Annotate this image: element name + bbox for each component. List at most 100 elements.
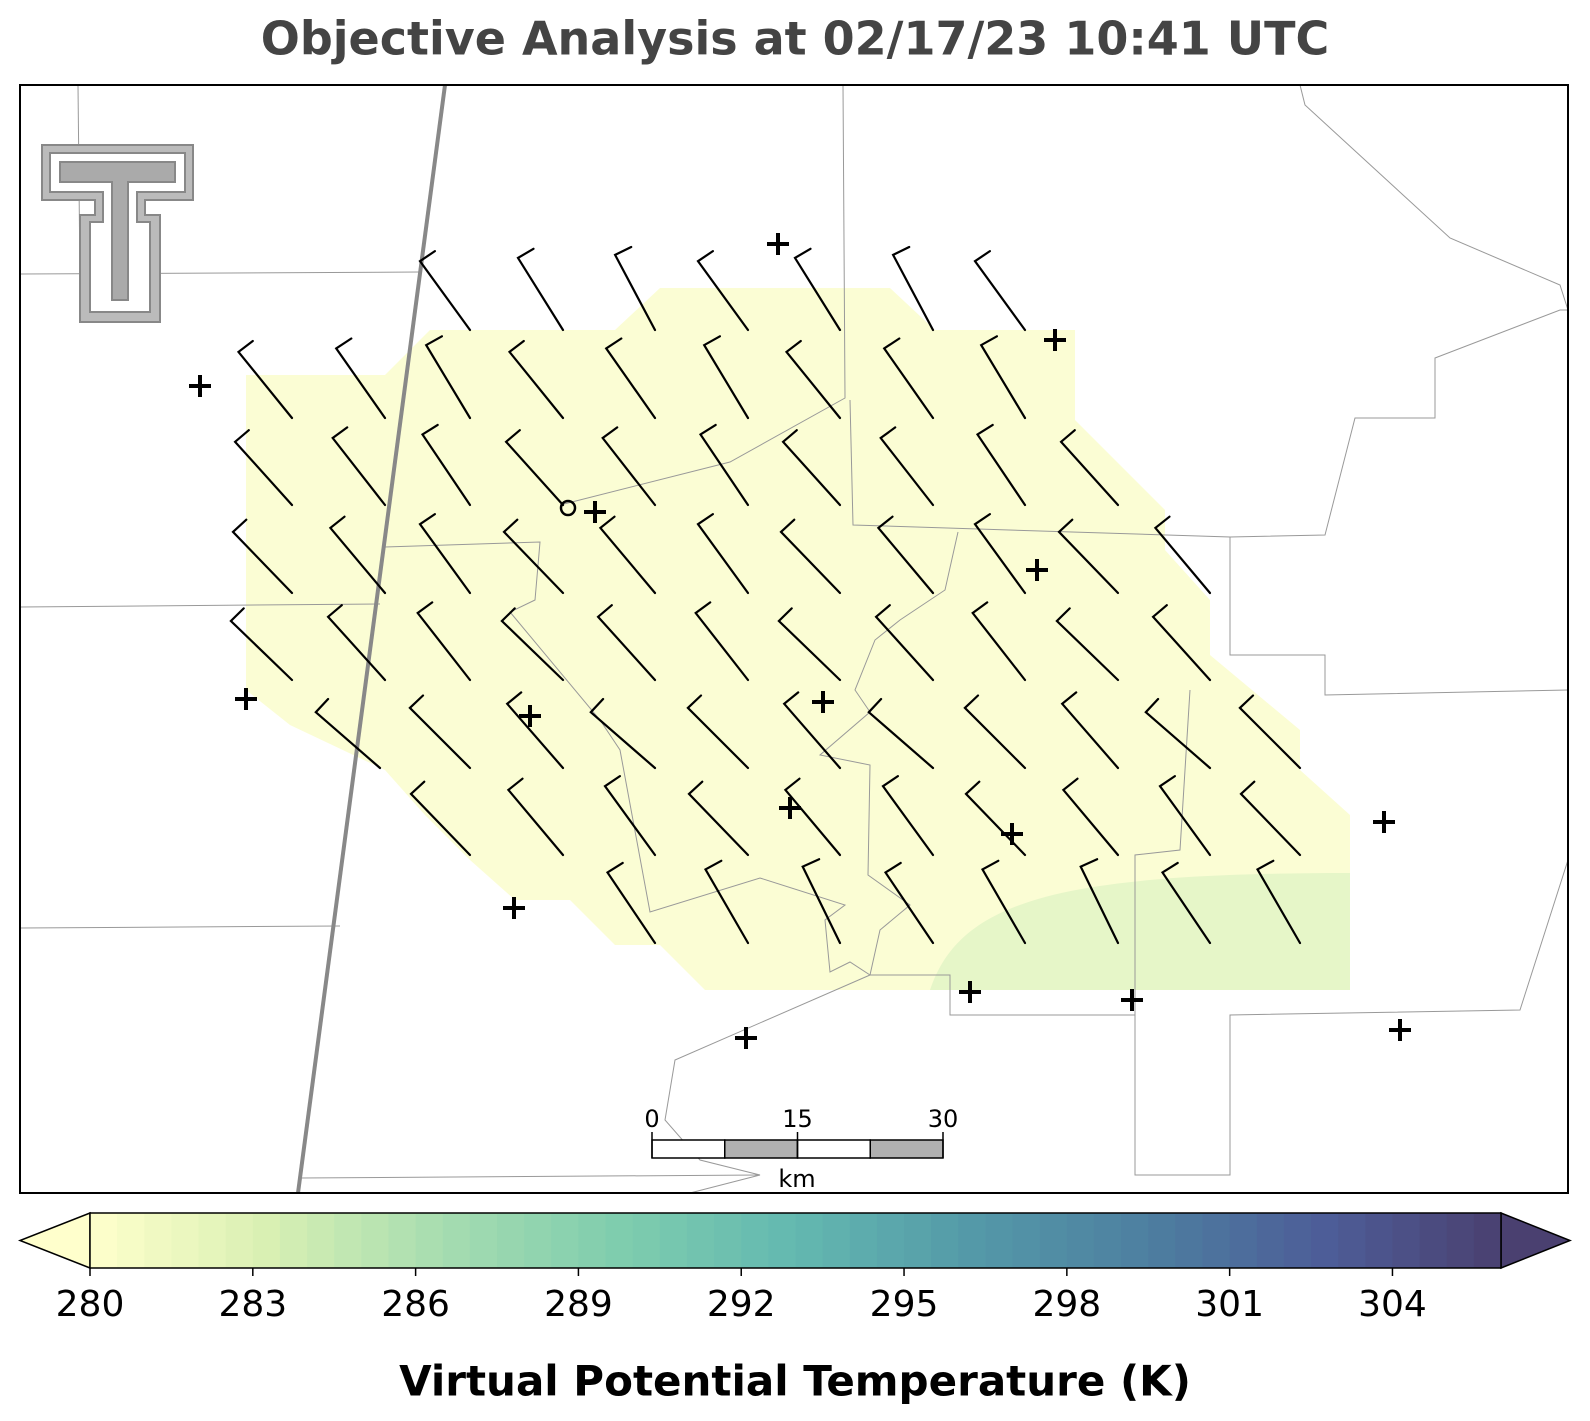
- wind-barb: [229, 607, 294, 682]
- wind-barb: [409, 780, 472, 857]
- station: [959, 981, 981, 1003]
- station: [1389, 1019, 1411, 1041]
- wind-barb: [604, 337, 657, 420]
- colorbar-tick-label: 283: [218, 1284, 287, 1325]
- wind-barb: [801, 858, 842, 945]
- colorbar-tick-label: 289: [544, 1284, 613, 1325]
- wind-barb: [1153, 515, 1212, 595]
- colorbar-cell: [497, 1213, 525, 1268]
- wind-barb: [881, 775, 935, 857]
- colorbar-tick-label: 292: [707, 1284, 776, 1325]
- wind-barb: [971, 601, 1027, 682]
- station: [503, 897, 525, 919]
- wind-barb: [408, 694, 472, 770]
- colorbar-cell: [1283, 1213, 1312, 1268]
- station: [1001, 823, 1023, 845]
- station: [1121, 989, 1143, 1011]
- wind-barb: [506, 777, 565, 857]
- wind-barb: [331, 426, 387, 507]
- station: [779, 797, 801, 819]
- wind-barb: [1255, 859, 1302, 945]
- wind-barb: [314, 697, 382, 770]
- scale-segment: [869, 1139, 944, 1159]
- colorbar-cell: [605, 1213, 634, 1268]
- station: [235, 688, 257, 710]
- colorbar-cell: [469, 1213, 498, 1268]
- wind-barb: [694, 601, 750, 682]
- colorbar-cell: [198, 1213, 227, 1268]
- chart-title: Objective Analysis at 02/17/23 10:41 UTC: [261, 12, 1330, 66]
- colorbar-cell: [741, 1213, 769, 1268]
- colorbar-tick-label: 301: [1195, 1284, 1264, 1325]
- colorbar-cell: [1311, 1213, 1339, 1268]
- colorbar-cell: [1446, 1213, 1475, 1268]
- colorbar-cell: [904, 1213, 932, 1268]
- wind-barb: [1057, 518, 1120, 595]
- colorbar-cell: [225, 1213, 254, 1268]
- colorbar-cell: [307, 1213, 335, 1268]
- map-frame: [19, 84, 1569, 1194]
- colorbar-cell: [1256, 1213, 1285, 1268]
- colorbar-cell: [279, 1213, 308, 1268]
- wind-barb: [980, 859, 1027, 945]
- wind-barb: [702, 335, 750, 420]
- wind-barb: [973, 250, 1027, 332]
- wind-barb: [1079, 858, 1120, 945]
- wind-barb: [1144, 697, 1212, 770]
- station: [584, 501, 606, 523]
- wind-barb: [686, 694, 750, 770]
- wind-barb: [507, 339, 565, 420]
- colorbar-cell: [117, 1213, 145, 1268]
- colorbar-cell: [551, 1213, 579, 1268]
- wind-barb: [687, 780, 750, 857]
- wind-barb: [1060, 691, 1120, 770]
- wind-barb: [605, 861, 657, 945]
- colorbar-cell: [1419, 1213, 1448, 1268]
- scale-segment: [651, 1139, 726, 1159]
- scale-unit: km: [778, 1165, 815, 1193]
- wind-barb: [784, 339, 842, 420]
- wind-barb: [879, 426, 935, 507]
- scale-tick-label: 0: [644, 1105, 659, 1133]
- scale-bar: km 0 15 30: [644, 1105, 958, 1193]
- colorbar-cell: [1012, 1213, 1041, 1268]
- wind-barb: [874, 604, 935, 682]
- wind-barb: [424, 335, 472, 420]
- wind-barb: [596, 604, 657, 682]
- colorbar-label: Virtual Potential Temperature (K): [399, 1357, 1191, 1406]
- wind-barb: [613, 245, 657, 332]
- colorbar-cell: [822, 1213, 851, 1268]
- colorbar-cell: [1473, 1213, 1502, 1268]
- colorbar-cell: [876, 1213, 905, 1268]
- station: [735, 1027, 757, 1049]
- colorbar-cell: [1121, 1213, 1149, 1268]
- wind-barb: [236, 339, 294, 420]
- wind-barb: [781, 429, 842, 507]
- wind-barb: [777, 607, 842, 682]
- colorbar-tick-label: 280: [56, 1284, 125, 1325]
- scale-tick-label: 30: [928, 1105, 959, 1133]
- station: [812, 691, 834, 713]
- colorbar-cell: [1093, 1213, 1122, 1268]
- wind-barb: [783, 777, 842, 857]
- wind-barb: [883, 861, 935, 945]
- station: [1044, 329, 1066, 351]
- wind-barb: [231, 518, 294, 595]
- colorbar-cell: [524, 1213, 552, 1268]
- colorbar-extend-low: [17, 1211, 91, 1270]
- colorbar-cell: [1392, 1213, 1421, 1268]
- colorbar-frame: [89, 1212, 1502, 1269]
- wind-barb: [973, 513, 1027, 595]
- wind-barb: [504, 429, 565, 507]
- scale-segment: [724, 1139, 799, 1159]
- station: [767, 233, 789, 255]
- wind-barb: [233, 429, 294, 507]
- wind-barb: [589, 697, 657, 770]
- station-marker: [559, 499, 577, 517]
- wind-barb: [1059, 429, 1120, 507]
- wind-barb: [1238, 694, 1302, 770]
- wind-barb: [1160, 861, 1212, 945]
- wind-barb: [418, 513, 472, 595]
- colorbar-cell: [90, 1213, 118, 1268]
